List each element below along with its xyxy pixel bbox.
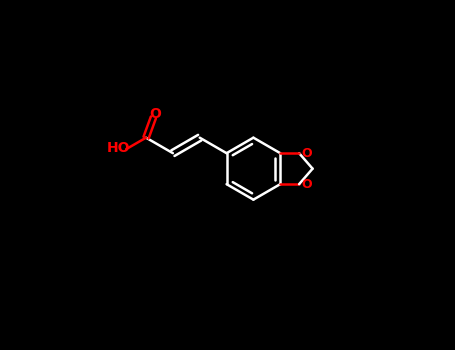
- Text: HO: HO: [107, 141, 131, 155]
- Text: O: O: [301, 147, 312, 160]
- Text: O: O: [149, 107, 161, 121]
- Text: O: O: [301, 178, 312, 191]
